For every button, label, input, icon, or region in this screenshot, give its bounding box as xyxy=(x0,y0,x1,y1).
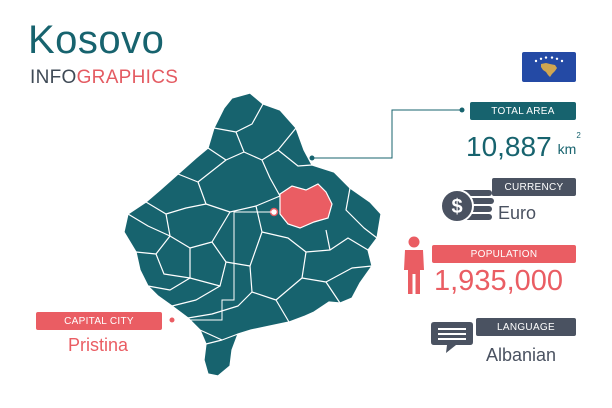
subtitle-graphics: GRAPHICS xyxy=(76,67,179,88)
total-area-unit-exponent: 2 xyxy=(576,130,581,140)
total-area-unit: km xyxy=(557,141,577,157)
person-icon xyxy=(404,236,424,294)
language-value: Albanian xyxy=(486,345,557,365)
area-leader-line xyxy=(312,109,462,159)
page-subtitle: INFOGRAPHICS xyxy=(30,68,178,87)
total-area-label: TOTAL AREA xyxy=(470,102,576,120)
capital-value: Pristina xyxy=(68,335,129,355)
area-leader-dot-label xyxy=(459,107,465,113)
population-value: 1,935,000 xyxy=(434,265,564,297)
coin-stack-icon: $ xyxy=(440,189,494,223)
total-area-value: 10,887 km2 xyxy=(466,130,581,162)
kosovo-territory xyxy=(123,92,382,377)
speech-bubble-icon xyxy=(431,322,473,353)
language-label: LANGUAGE xyxy=(476,318,576,336)
page-title: Kosovo xyxy=(28,18,165,62)
total-area-number: 10,887 xyxy=(466,131,552,162)
currency-value: Euro xyxy=(498,203,537,223)
subtitle-info: INFO xyxy=(30,67,77,88)
currency-label: CURRENCY xyxy=(492,178,576,196)
capital-label: CAPITAL CITY xyxy=(36,312,162,330)
capital-leader-dot xyxy=(169,317,175,323)
svg-text:$: $ xyxy=(451,196,462,218)
flag-icon xyxy=(522,52,576,82)
area-leader-dot-map xyxy=(309,155,315,161)
population-label: POPULATION xyxy=(432,245,576,263)
capital-leader-line xyxy=(172,211,274,321)
highlighted-region xyxy=(279,183,333,229)
